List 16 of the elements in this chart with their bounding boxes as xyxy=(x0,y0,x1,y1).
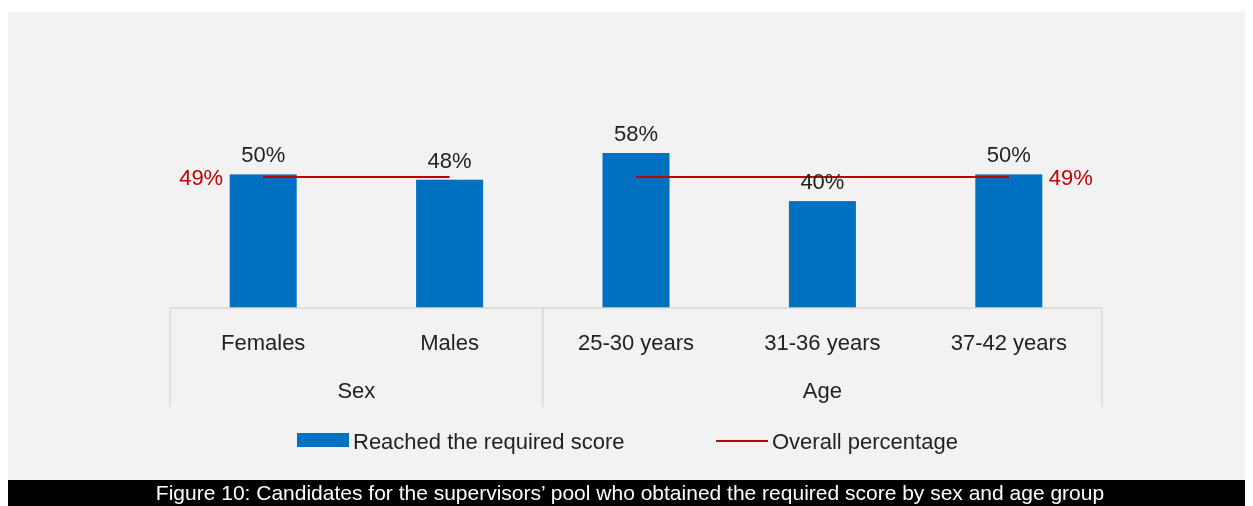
data-label: 50% xyxy=(986,142,1031,168)
data-label: 58% xyxy=(613,121,659,146)
data-label: 48% xyxy=(427,147,472,173)
x-tick-label: 25-30 years xyxy=(577,330,695,355)
x-tick-label: 37-42 years xyxy=(950,330,1067,355)
x-tick-label: Females xyxy=(221,330,306,355)
x-tick-label: Males xyxy=(420,330,479,355)
caption: Figure 10: Candidates for the supervisors’ pool who obtained the required score by sex and age group xyxy=(155,481,1105,504)
data-label: 49% xyxy=(179,165,224,191)
x-tick-label: 31-36 years xyxy=(764,330,881,355)
legend-label: Reached the required score xyxy=(353,429,625,454)
legend-label: Overall percentage xyxy=(772,429,958,454)
data-label: 49% xyxy=(1048,165,1093,191)
x-axis-title: Age xyxy=(802,378,842,403)
data-label: 50% xyxy=(241,142,286,168)
x-axis-title: Sex xyxy=(337,378,376,403)
